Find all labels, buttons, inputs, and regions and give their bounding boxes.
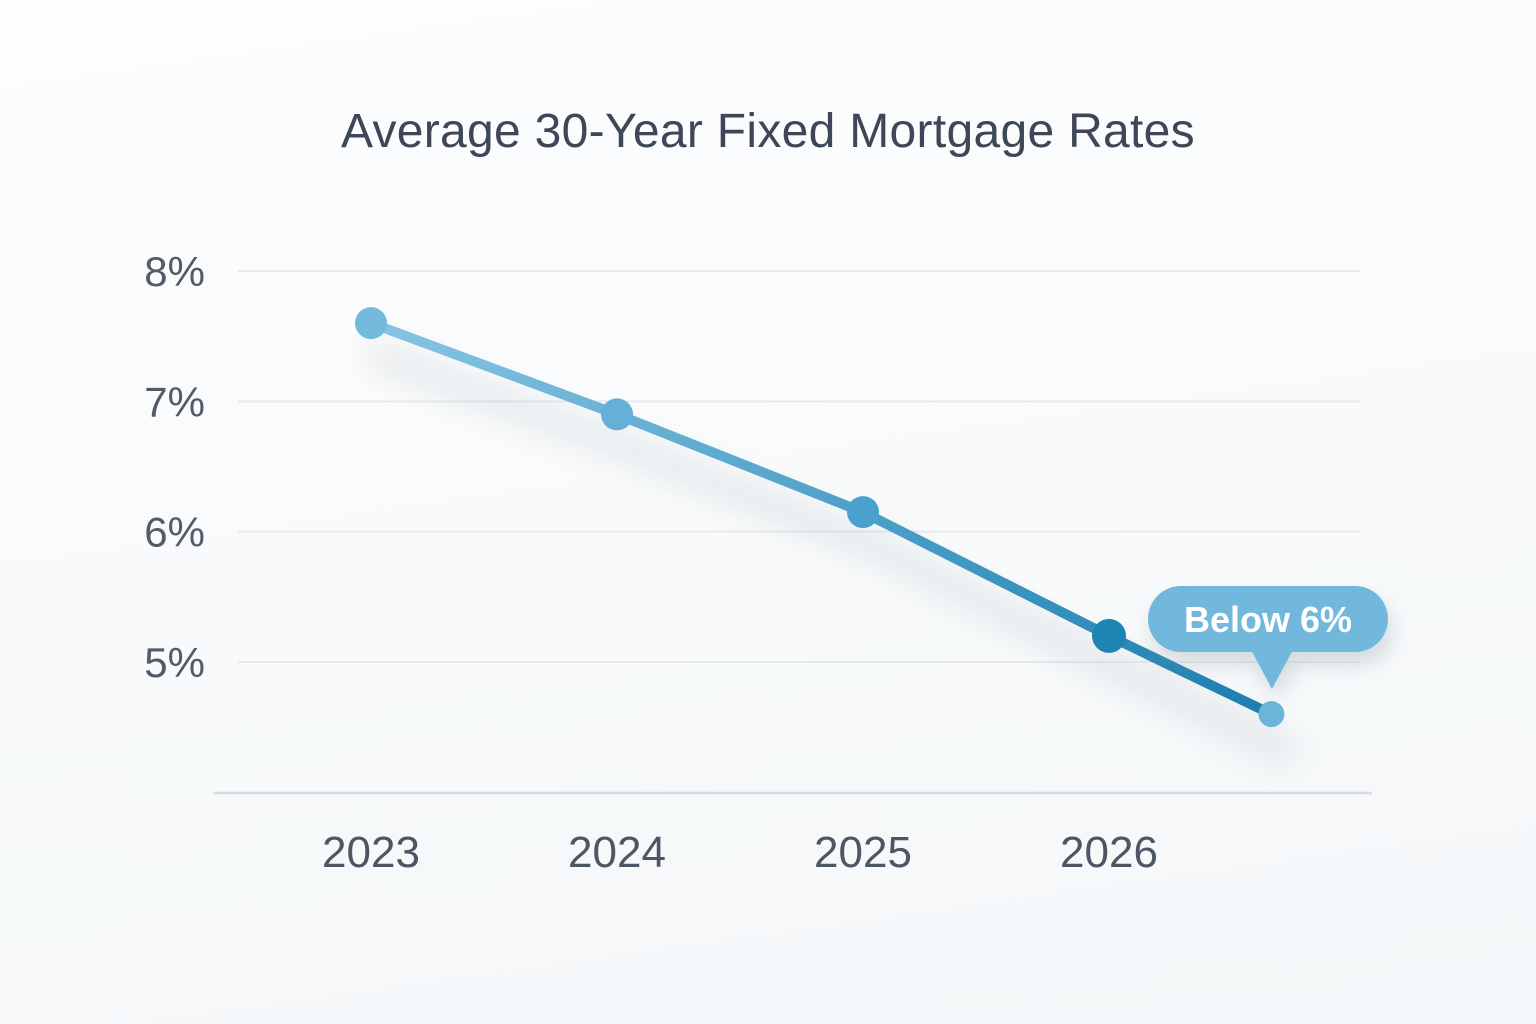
data-point bbox=[601, 398, 633, 431]
data-point bbox=[1092, 618, 1126, 653]
x-tick-label: 2024 bbox=[568, 828, 666, 877]
chart-title: Average 30-Year Fixed Mortgage Rates bbox=[341, 105, 1195, 158]
y-tick-label: 7% bbox=[144, 378, 205, 425]
x-tick-label: 2026 bbox=[1060, 828, 1158, 877]
annotation-callout: Below 6% bbox=[1148, 586, 1388, 689]
data-point bbox=[355, 307, 387, 340]
x-tick-label: 2025 bbox=[814, 828, 912, 877]
callout-label: Below 6% bbox=[1184, 599, 1352, 640]
data-point bbox=[847, 496, 879, 529]
x-axis-labels: 2023 2024 2025 2026 bbox=[322, 828, 1158, 877]
trend-line-shadow bbox=[366, 342, 1297, 764]
data-point bbox=[1258, 701, 1285, 728]
callout-bubble bbox=[1148, 586, 1388, 652]
x-tick-label: 2023 bbox=[322, 828, 420, 877]
callout-pointer-icon bbox=[1250, 648, 1294, 689]
y-axis-labels: 8% 7% 6% 5% bbox=[144, 248, 205, 686]
y-tick-label: 8% bbox=[144, 248, 205, 295]
data-points bbox=[355, 307, 1285, 728]
y-tick-label: 5% bbox=[144, 639, 205, 686]
y-tick-label: 6% bbox=[144, 509, 205, 556]
